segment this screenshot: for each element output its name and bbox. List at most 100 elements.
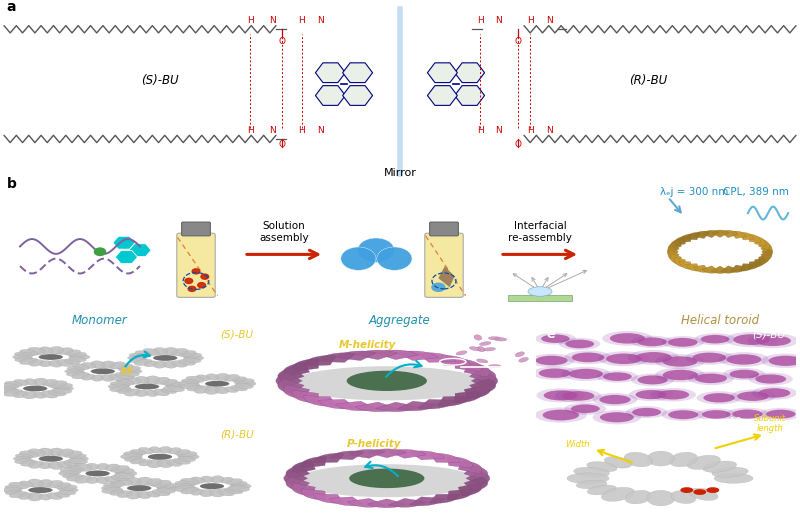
Ellipse shape [19,481,33,487]
Ellipse shape [115,373,134,379]
Ellipse shape [69,357,86,362]
Ellipse shape [528,287,552,296]
Ellipse shape [349,469,425,488]
Wedge shape [355,350,398,360]
Ellipse shape [54,386,74,391]
Wedge shape [674,258,686,267]
Ellipse shape [719,352,769,367]
Ellipse shape [650,388,696,401]
Ellipse shape [574,467,610,477]
Ellipse shape [82,363,95,368]
Ellipse shape [114,473,134,479]
Ellipse shape [58,471,79,476]
Wedge shape [686,263,700,271]
Wedge shape [679,261,692,269]
Ellipse shape [14,352,34,357]
Wedge shape [711,266,729,273]
Ellipse shape [669,452,698,467]
Ellipse shape [723,368,766,381]
Ellipse shape [542,410,579,420]
Text: (S)-BU: (S)-BU [221,330,254,340]
Ellipse shape [127,356,146,360]
Ellipse shape [148,454,172,460]
Ellipse shape [228,485,250,492]
Ellipse shape [162,347,178,355]
Text: M-helicity: M-helicity [339,340,397,350]
Polygon shape [454,86,485,105]
Ellipse shape [535,408,587,423]
Ellipse shape [647,451,674,466]
Ellipse shape [215,373,230,381]
Ellipse shape [114,468,134,474]
Polygon shape [508,295,572,301]
Ellipse shape [696,409,737,420]
Wedge shape [397,351,438,360]
Ellipse shape [232,377,246,382]
Ellipse shape [686,455,721,470]
Wedge shape [740,233,754,240]
Ellipse shape [39,347,53,354]
Ellipse shape [58,348,73,355]
Ellipse shape [571,404,600,413]
Wedge shape [397,401,438,411]
Wedge shape [466,471,490,485]
Wedge shape [458,461,482,474]
Ellipse shape [174,458,190,464]
Wedge shape [389,449,426,458]
Ellipse shape [655,368,706,382]
Ellipse shape [101,361,115,368]
Ellipse shape [109,374,126,381]
Polygon shape [113,236,135,249]
Ellipse shape [749,373,793,385]
Ellipse shape [732,410,762,419]
Text: H: H [527,16,534,25]
Ellipse shape [635,390,666,399]
Polygon shape [129,244,151,257]
Wedge shape [278,379,304,394]
Ellipse shape [593,393,638,406]
Ellipse shape [104,464,119,471]
Text: M: M [121,367,132,377]
Ellipse shape [54,492,70,497]
Wedge shape [762,246,773,258]
Ellipse shape [102,488,123,493]
Wedge shape [347,498,385,507]
Ellipse shape [631,374,674,386]
Ellipse shape [0,388,18,393]
Wedge shape [711,230,729,237]
Ellipse shape [695,374,727,383]
Ellipse shape [597,370,638,383]
Ellipse shape [174,449,190,455]
Ellipse shape [670,491,696,504]
Ellipse shape [702,410,730,419]
Wedge shape [464,385,490,399]
Ellipse shape [14,357,33,362]
Ellipse shape [0,383,19,389]
Wedge shape [301,489,326,500]
Ellipse shape [49,360,62,367]
Text: H: H [298,126,305,135]
Wedge shape [454,359,482,372]
Ellipse shape [28,347,46,355]
Ellipse shape [33,378,47,385]
Ellipse shape [129,353,147,358]
Text: b: b [6,177,16,191]
Wedge shape [721,230,738,237]
Circle shape [192,269,200,274]
Ellipse shape [215,387,229,394]
Text: Solution
assembly: Solution assembly [259,221,309,243]
Ellipse shape [769,356,800,366]
Wedge shape [470,368,496,383]
Ellipse shape [755,374,786,384]
Wedge shape [464,477,488,491]
Text: (S)-BU: (S)-BU [141,74,179,87]
Ellipse shape [200,483,224,489]
Ellipse shape [646,490,675,506]
Ellipse shape [218,489,234,496]
Ellipse shape [730,390,776,403]
Ellipse shape [5,485,22,490]
Ellipse shape [157,488,175,493]
Ellipse shape [153,348,167,355]
Text: h: h [546,427,555,440]
Ellipse shape [110,386,130,392]
